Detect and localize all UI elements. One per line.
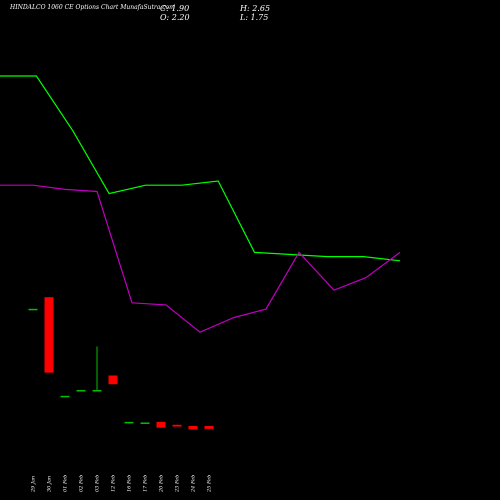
x-tick-label: 02 Feb <box>79 475 85 492</box>
high-value: H: 2.65 <box>240 4 271 13</box>
x-tick-label: 17 Feb <box>143 475 149 492</box>
x-tick-label: 30 Jan <box>47 476 53 492</box>
x-tick-label: 12 Feb <box>111 475 117 492</box>
x-tick-label: 03 Feb <box>95 475 101 492</box>
open-value: O: 2.20 <box>160 13 190 22</box>
candle-body <box>204 425 214 429</box>
series-line-1 <box>0 184 401 333</box>
low-value: L: 1.75 <box>240 13 269 22</box>
candle-body <box>124 421 134 424</box>
x-tick-label: 20 Feb <box>159 475 165 493</box>
x-tick-label: 23 Feb <box>175 475 181 493</box>
series-line-0 <box>0 75 401 262</box>
candle-body <box>156 421 166 428</box>
x-tick-label: 01 Feb <box>63 475 69 492</box>
x-tick-label: 25 Feb <box>207 475 213 493</box>
close-value: C: 1.90 <box>160 4 190 13</box>
candle-body <box>44 297 54 373</box>
x-tick-label: 24 Feb <box>191 475 197 493</box>
chart-title: HINDALCO 1060 CE Options Chart MunafaSut… <box>10 4 175 11</box>
candle-body <box>140 422 150 424</box>
candle-body <box>108 375 118 385</box>
candle-body <box>188 425 198 430</box>
x-tick-label: 29 Jan <box>31 476 37 493</box>
candle-body <box>92 390 102 392</box>
candle-body <box>172 424 182 427</box>
candle-body <box>60 395 70 398</box>
candle-body <box>28 308 38 311</box>
candle-body <box>76 390 86 392</box>
x-tick-label: 16 Feb <box>127 475 133 492</box>
